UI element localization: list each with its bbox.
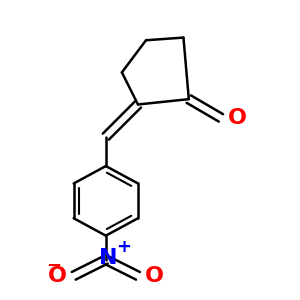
Text: O: O xyxy=(228,108,247,128)
Text: O: O xyxy=(145,266,164,286)
Text: O: O xyxy=(48,266,67,286)
Text: −: − xyxy=(46,256,61,274)
Text: N: N xyxy=(99,248,118,268)
Text: +: + xyxy=(116,238,131,256)
